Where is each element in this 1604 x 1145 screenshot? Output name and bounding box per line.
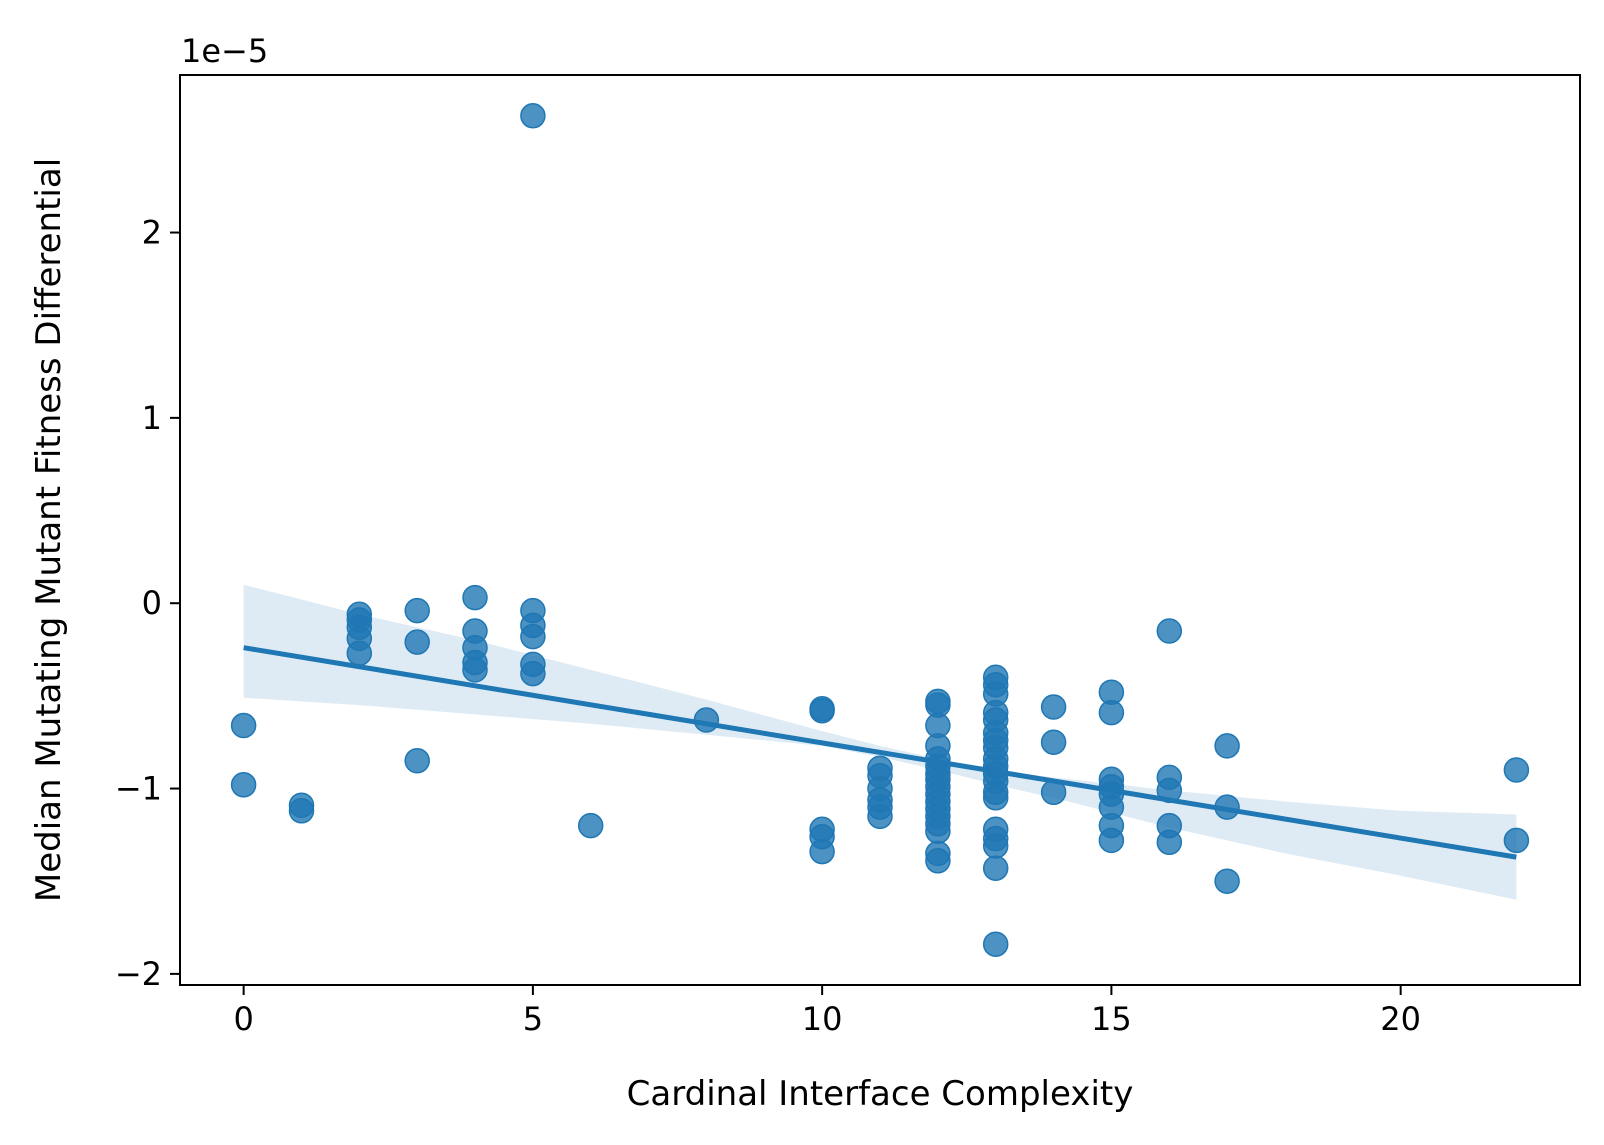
data-point [577,812,604,839]
data-point [404,629,430,655]
x-tick-label: 0 [233,1000,253,1038]
data-point [1040,694,1067,720]
data-point [1098,699,1125,726]
x-tick-label: 15 [1091,1000,1132,1038]
data-point [520,103,546,129]
data-point [1098,827,1125,854]
regression-line [243,645,1517,860]
data-point [925,848,951,874]
data-point [404,747,430,774]
x-tick-label: 10 [802,1000,843,1038]
x-tick-label: 5 [523,1000,543,1038]
data-point [520,623,546,650]
data-point [982,833,1009,859]
y-tick-label: −2 [115,955,162,993]
data-point [1503,827,1530,854]
regression-line-layer [243,645,1517,860]
y-tick-label: 0 [142,584,162,622]
confidence-band [243,584,1517,900]
data-point [1156,829,1183,856]
data-point [809,838,835,865]
data-point [982,785,1009,811]
data-point [1214,733,1240,759]
y-tick-label: 2 [142,214,162,252]
data-point [925,818,951,844]
data-point [982,931,1009,957]
y-axis-offset-text: 1e−5 [181,32,268,70]
x-axis-ticks: 0 5 10 15 20 [233,985,1421,1038]
y-tick-label: −1 [115,770,162,808]
data-point [982,855,1009,881]
data-point [230,712,257,739]
data-point [809,697,835,724]
y-axis-label: Median Mutating Mutant Fitness Different… [29,158,69,902]
data-point [346,640,373,666]
x-axis-label: Cardinal Interface Complexity [627,1074,1134,1114]
data-point [867,803,893,830]
data-point [230,772,257,798]
data-point [1503,757,1530,783]
data-point [1040,729,1067,755]
data-point [520,660,546,687]
y-tick-label: 1 [142,399,162,437]
plot-frame [179,74,1581,986]
data-point [288,798,315,824]
data-point [404,597,430,624]
data-point [1156,618,1183,644]
data-point [1214,868,1240,894]
y-axis-ticks: −2 −1 0 1 2 [115,214,180,993]
data-points-layer [230,103,1530,957]
data-point [462,657,488,683]
data-point [462,584,488,611]
confidence-band-layer [243,584,1517,900]
x-tick-label: 20 [1380,1000,1421,1038]
